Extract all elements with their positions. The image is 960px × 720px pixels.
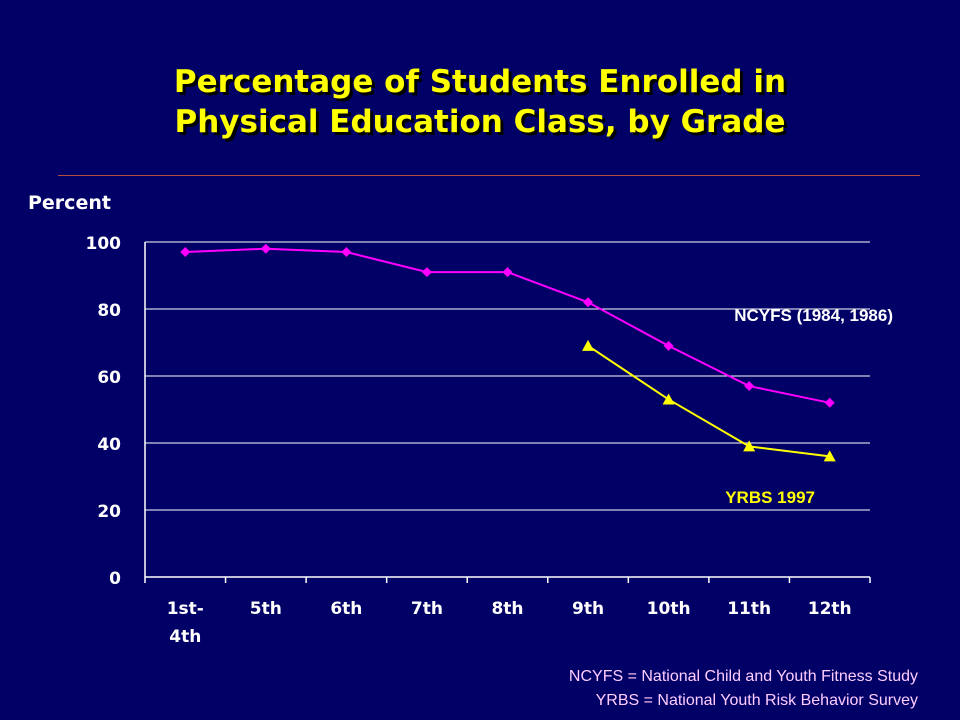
x-tick-label: 10th bbox=[647, 599, 691, 619]
title-divider bbox=[58, 175, 920, 176]
data-point-yrbs bbox=[743, 440, 756, 452]
y-tick-label: 40 bbox=[97, 435, 121, 455]
data-point-ncyfs bbox=[744, 381, 755, 392]
series-label-yrbs: YRBS 1997 bbox=[725, 488, 815, 507]
chart-title-line-2: Physical Education Class, by Grade bbox=[174, 104, 786, 140]
chart-title-line-1: Percentage of Students Enrolled in bbox=[173, 64, 787, 100]
y-axis-label: Percent bbox=[28, 192, 111, 214]
x-tick-label: 1st- bbox=[167, 599, 204, 619]
y-tick-label: 60 bbox=[97, 368, 121, 388]
series-line-yrbs bbox=[587, 345, 830, 458]
data-point-ncyfs bbox=[180, 247, 191, 258]
x-tick-label: 4th bbox=[169, 627, 201, 647]
y-tick-label: 20 bbox=[97, 502, 121, 522]
data-point-ncyfs bbox=[663, 340, 674, 351]
series-label-ncyfs: NCYFS (1984, 1986) bbox=[734, 306, 893, 325]
x-tick-label: 5th bbox=[250, 599, 282, 619]
chart-title: Percentage of Students Enrolled in Physi… bbox=[0, 62, 960, 142]
footnote-ncyfs: NCYFS = National Child and Youth Fitness… bbox=[568, 668, 918, 685]
x-tick-label: 11th bbox=[727, 599, 771, 619]
y-tick-label: 100 bbox=[86, 234, 122, 254]
data-point-ncyfs bbox=[583, 297, 594, 308]
footnote-yrbs: YRBS = National Youth Risk Behavior Surv… bbox=[595, 692, 918, 709]
y-tick-label: 0 bbox=[109, 569, 121, 589]
x-tick-label: 8th bbox=[491, 599, 523, 619]
data-point-yrbs bbox=[823, 450, 836, 462]
data-point-ncyfs bbox=[421, 267, 432, 278]
data-point-ncyfs bbox=[341, 247, 352, 258]
y-tick-label: 80 bbox=[97, 301, 121, 321]
data-point-ncyfs bbox=[502, 267, 513, 278]
data-point-ncyfs bbox=[824, 397, 835, 408]
data-point-yrbs bbox=[662, 393, 675, 405]
x-tick-label: 12th bbox=[808, 599, 852, 619]
x-tick-label: 9th bbox=[572, 599, 604, 619]
data-point-ncyfs bbox=[260, 243, 271, 254]
x-tick-label: 6th bbox=[330, 599, 362, 619]
x-tick-label: 7th bbox=[411, 599, 443, 619]
data-point-yrbs bbox=[582, 339, 595, 351]
